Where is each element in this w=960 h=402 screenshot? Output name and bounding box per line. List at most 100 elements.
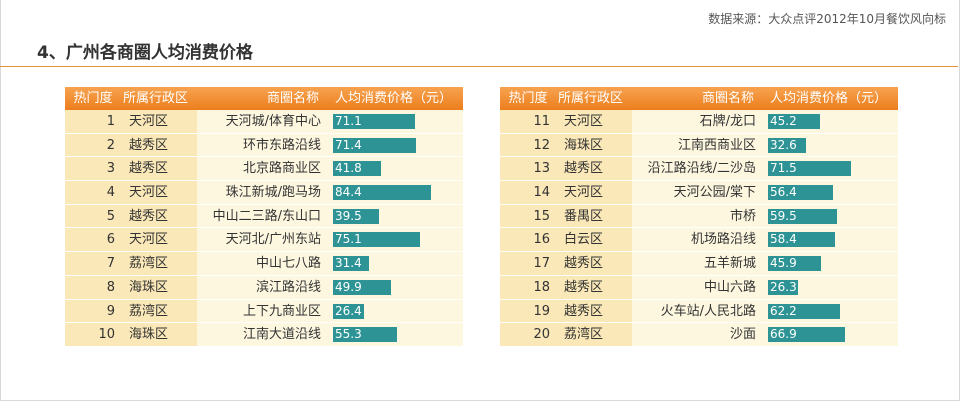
rank-cell: 7 xyxy=(65,252,121,275)
district-cell: 越秀区 xyxy=(121,133,197,157)
price-bar xyxy=(333,303,364,319)
price-cell: 75.1 xyxy=(327,228,463,251)
price-bar xyxy=(333,208,379,224)
district-cell: 海珠区 xyxy=(121,323,197,346)
rank-cell: 9 xyxy=(65,299,121,323)
price-bar xyxy=(333,279,391,295)
district-name-cell: 火车站/人民北路 xyxy=(660,303,756,319)
district-cell: 越秀区 xyxy=(556,299,632,323)
section-title: 4、广州各商圈人均消费价格 xyxy=(37,43,253,63)
price-cell: 39.5 xyxy=(327,205,463,228)
district-name-cell: 五羊新城 xyxy=(703,256,756,272)
rank-cell: 8 xyxy=(65,275,121,299)
price-cell: 31.4 xyxy=(327,252,463,275)
price-cell: 71.1 xyxy=(327,110,463,133)
district-cell: 天河区 xyxy=(121,110,197,133)
rank-cell: 2 xyxy=(65,133,121,157)
district-name-cell: 天河城/体育中心 xyxy=(225,114,321,129)
price-bar xyxy=(333,327,397,343)
price-value-label: 59.5 xyxy=(770,208,797,223)
district-name-cell: 石牌/龙口 xyxy=(699,114,756,129)
district-cell: 天河区 xyxy=(556,181,632,204)
price-bar xyxy=(333,161,381,177)
rank-cell: 12 xyxy=(500,133,556,157)
table-header: 热门度 所属行政区 商圈名称 人均消费价格（元） xyxy=(65,87,463,110)
table-row: 11 天河区 石牌/龙口 45.2 xyxy=(500,110,898,134)
table-row: 8 海珠区 滨江路沿线 49.9 xyxy=(65,275,463,300)
rank-cell: 11 xyxy=(500,110,556,133)
rank-cell: 1 xyxy=(65,110,121,133)
district-cell: 番禺区 xyxy=(556,204,632,228)
district-name-cell: 北京路商业区 xyxy=(242,161,321,177)
header-name: 商圈名称 xyxy=(266,91,319,106)
table-row: 18 越秀区 中山六路 26.3 xyxy=(500,275,898,300)
table-row: 17 越秀区 五羊新城 45.9 xyxy=(500,252,898,276)
table-row: 3 越秀区 北京路商业区 41.8 xyxy=(65,157,463,182)
price-cell: 26.4 xyxy=(327,300,463,323)
table-row: 4 天河区 珠江新城/跑马场 84.4 xyxy=(65,181,463,205)
rank-cell: 20 xyxy=(500,323,556,346)
price-bar xyxy=(768,185,833,201)
price-value-label: 58.4 xyxy=(770,232,797,247)
price-value-label: 84.4 xyxy=(335,185,362,200)
district-cell: 越秀区 xyxy=(556,252,632,275)
price-bar xyxy=(768,161,851,177)
price-bar xyxy=(768,303,840,319)
price-bar xyxy=(768,256,821,272)
district-name-cell: 江南西商业区 xyxy=(677,137,756,153)
district-name-cell: 中山二三路/东山口 xyxy=(212,208,321,224)
district-cell: 海珠区 xyxy=(121,275,197,299)
table-row: 9 荔湾区 上下九商业区 26.4 xyxy=(65,299,463,324)
price-bar xyxy=(333,185,431,201)
table-body-right: 11 天河区 石牌/龙口 45.2 12 海珠区 江南西商业区 32.6 13 越秀区 沿江路沿线/… xyxy=(500,110,898,347)
table-row: 2 越秀区 环市东路沿线 71.4 xyxy=(65,133,463,158)
price-value-label: 31.4 xyxy=(335,256,362,271)
table-row: 6 天河区 天河北/广州东站 75.1 xyxy=(65,228,463,253)
price-bar xyxy=(333,232,420,248)
district-name-cell: 天河北/广州东站 xyxy=(225,232,321,248)
price-value-label: 41.8 xyxy=(335,161,362,176)
table-row: 5 越秀区 中山二三路/东山口 39.5 xyxy=(65,204,463,229)
price-value-label: 71.4 xyxy=(335,137,362,152)
rank-cell: 5 xyxy=(65,204,121,228)
price-bar xyxy=(768,232,835,248)
district-cell: 越秀区 xyxy=(121,157,197,181)
price-bar xyxy=(333,137,416,153)
price-cell: 71.4 xyxy=(327,134,463,157)
price-value-label: 45.9 xyxy=(770,256,797,271)
table-row: 10 海珠区 江南大道沿线 55.3 xyxy=(65,323,463,347)
district-cell: 越秀区 xyxy=(556,157,632,181)
price-value-label: 49.9 xyxy=(335,279,362,294)
price-bar xyxy=(768,208,837,224)
district-name-cell: 市桥 xyxy=(729,208,756,224)
price-bar xyxy=(768,137,806,153)
price-value-label: 45.2 xyxy=(770,114,797,128)
district-cell: 天河区 xyxy=(121,228,197,252)
price-cell: 84.4 xyxy=(327,181,463,204)
price-value-label: 71.5 xyxy=(770,161,797,176)
price-cell: 66.9 xyxy=(762,323,898,346)
table-row: 14 天河区 天河公园/棠下 56.4 xyxy=(500,181,898,205)
district-cell: 天河区 xyxy=(121,181,197,204)
district-name-cell: 环市东路沿线 xyxy=(242,137,321,153)
price-bar xyxy=(768,279,798,295)
price-value-label: 26.3 xyxy=(770,279,797,294)
header-rank: 热门度 xyxy=(508,91,548,106)
price-bar xyxy=(333,114,415,129)
price-cell: 59.5 xyxy=(762,205,898,228)
header-district: 所属行政区 xyxy=(558,91,624,106)
district-name-cell: 沙面 xyxy=(729,327,756,343)
rank-cell: 4 xyxy=(65,181,121,204)
price-cell: 45.2 xyxy=(762,110,898,133)
price-value-label: 66.9 xyxy=(770,327,797,342)
price-cell: 71.5 xyxy=(762,157,898,180)
header-name: 商圈名称 xyxy=(701,91,754,106)
rank-cell: 13 xyxy=(500,157,556,181)
header-rank: 热门度 xyxy=(73,91,113,106)
title-divider xyxy=(0,66,958,67)
table-row: 19 越秀区 火车站/人民北路 62.2 xyxy=(500,299,898,324)
district-cell: 海珠区 xyxy=(556,133,632,157)
table-body-left: 1 天河区 天河城/体育中心 71.1 2 越秀区 环市东路沿线 71.4 3 越秀区 北京路商业区… xyxy=(65,110,463,347)
price-bar xyxy=(333,256,369,272)
price-cell: 41.8 xyxy=(327,157,463,180)
